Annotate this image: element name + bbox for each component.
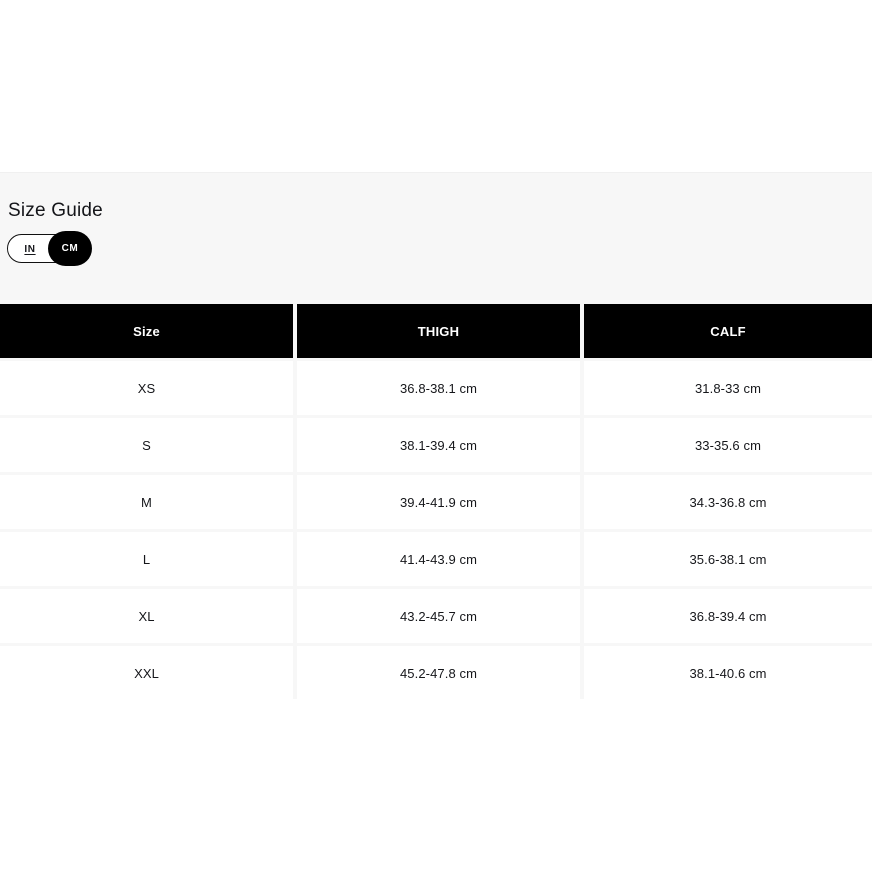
size-cell: XXL [0,646,293,700]
unit-in-button[interactable]: IN [24,243,36,255]
size-cell: S [0,418,293,472]
calf-cell: 36.8-39.4 cm [584,589,872,643]
calf-cell: 35.6-38.1 cm [584,532,872,586]
thigh-cell: 41.4-43.9 cm [297,532,580,586]
thigh-cell: 45.2-47.8 cm [297,646,580,700]
size-table-header-thigh: THIGH [297,304,580,358]
size-cell: XL [0,589,293,643]
unit-toggle: IN CM [7,231,92,266]
size-cell: L [0,532,293,586]
unit-cm-button[interactable]: CM [48,231,92,266]
thigh-cell: 39.4-41.9 cm [297,475,580,529]
calf-cell: 34.3-36.8 cm [584,475,872,529]
size-table: Size THIGH CALF XS 36.8-38.1 cm 31.8-33 … [0,304,872,700]
calf-cell: 31.8-33 cm [584,361,872,415]
thigh-cell: 36.8-38.1 cm [297,361,580,415]
size-guide-title: Size Guide [8,200,103,221]
thigh-cell: 38.1-39.4 cm [297,418,580,472]
thigh-cell: 43.2-45.7 cm [297,589,580,643]
size-cell: XS [0,361,293,415]
size-guide-panel: Size Guide IN CM Size THIGH CALF XS 36.8… [0,172,872,700]
size-cell: M [0,475,293,529]
calf-cell: 38.1-40.6 cm [584,646,872,700]
size-table-header-calf: CALF [584,304,872,358]
calf-cell: 33-35.6 cm [584,418,872,472]
size-table-header-size: Size [0,304,293,358]
